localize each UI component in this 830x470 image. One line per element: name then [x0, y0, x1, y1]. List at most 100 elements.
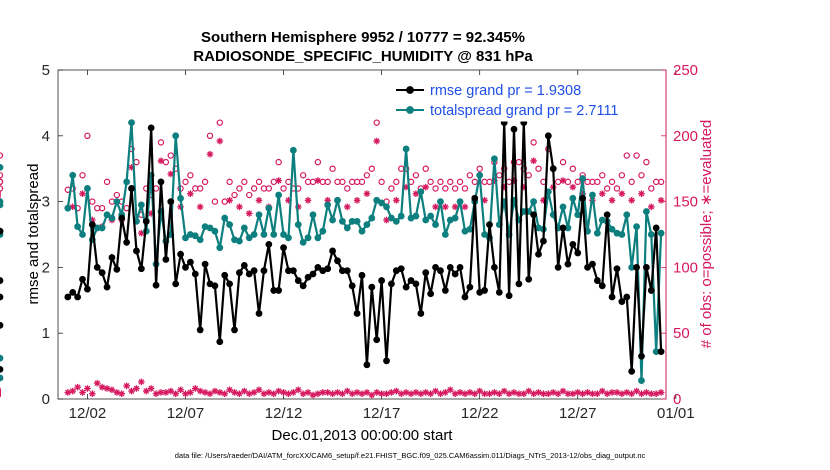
obs-evaluated-point [412, 389, 420, 396]
rmse-point [294, 277, 302, 284]
y-right-tick-label: 250 [673, 62, 698, 79]
obs-possible-point [461, 185, 469, 192]
obs-evaluated-point [270, 390, 278, 398]
rmse-point [495, 289, 503, 296]
asterisk-stroke [187, 190, 194, 197]
totalspread-point [103, 211, 111, 219]
obs-evaluated-point [285, 390, 292, 398]
obs-evaluated-point [618, 390, 626, 398]
obs-possible-point [196, 185, 204, 192]
asterisk-stroke [334, 389, 341, 396]
obs-possible-point [657, 178, 665, 186]
totalspread-point [574, 211, 582, 219]
asterisk-stroke [123, 383, 130, 389]
totalspread-point [299, 238, 307, 246]
totalspread-point [363, 221, 371, 229]
obs-evaluated-upper-point [628, 196, 635, 204]
obs-possible-point [451, 185, 459, 192]
rmse-point [142, 217, 150, 225]
y-left-tick-label: 1 [42, 325, 50, 342]
obs-possible-point [608, 178, 616, 186]
totalspread-point [182, 234, 189, 242]
obs-possible-point [437, 178, 444, 186]
totalspread-point [304, 234, 312, 242]
totalspread-point [437, 198, 444, 206]
rmse-point [84, 285, 91, 293]
obs-possible-point [0, 172, 4, 179]
asterisk-stroke [628, 390, 635, 397]
totalspread-point [216, 244, 224, 252]
totalspread-point [137, 201, 145, 209]
asterisk-stroke [153, 390, 159, 397]
asterisk-stroke [481, 390, 488, 397]
obs-evaluated-point [314, 390, 322, 398]
obs-evaluated-point [388, 389, 395, 396]
rmse-point [383, 357, 390, 365]
asterisk-stroke [525, 388, 532, 394]
asterisk-stroke [315, 390, 321, 397]
obs-evaluated-point [69, 387, 77, 395]
rmse-point [177, 250, 184, 258]
asterisk-stroke [427, 390, 434, 397]
asterisk-stroke [158, 158, 164, 164]
rmse-point [608, 293, 616, 301]
obs-possible-point [162, 158, 170, 166]
obs-evaluated-point [343, 387, 351, 395]
obs-evaluated-point [221, 390, 229, 398]
obs-evaluated-point [339, 390, 346, 398]
asterisk-stroke [187, 389, 194, 396]
obs-evaluated-upper-point [559, 177, 567, 184]
asterisk-stroke [143, 388, 150, 394]
totalspread-point [74, 223, 82, 231]
obs-evaluated-point [579, 390, 586, 398]
obs-evaluated-point [500, 387, 508, 395]
asterisk-stroke [104, 385, 110, 392]
asterisk-stroke [442, 389, 449, 396]
asterisk-stroke [226, 197, 233, 204]
rmse-point [525, 275, 533, 283]
asterisk-stroke [315, 177, 321, 184]
asterisk-stroke [182, 390, 189, 397]
series [0, 119, 665, 399]
asterisk-stroke [496, 390, 503, 397]
asterisk-stroke [118, 390, 125, 397]
obs-evaluated-point [446, 386, 454, 394]
obs-evaluated-upper-point [79, 190, 86, 198]
obs-possible-point [559, 158, 567, 166]
rmse-point [554, 264, 562, 271]
rmse-point [162, 256, 170, 263]
totalspread-point [275, 191, 283, 199]
obs-evaluated-point [491, 389, 498, 396]
x-tick-label: 12/22 [461, 405, 499, 422]
totalspread-point [69, 171, 77, 179]
obs-possible-point [84, 132, 91, 139]
asterisk-stroke [511, 389, 517, 396]
asterisk-stroke [535, 389, 542, 396]
totalspread-point [0, 163, 4, 171]
obs-evaluated-point [226, 386, 233, 394]
rmse-point [0, 227, 4, 235]
obs-evaluated-point [98, 383, 106, 391]
asterisk-stroke [266, 389, 272, 396]
rmse-point [182, 264, 189, 271]
asterisk-stroke [574, 389, 581, 396]
asterisk-stroke [99, 384, 105, 390]
rmse-point [422, 269, 430, 277]
obs-possible-point [314, 158, 322, 166]
obs-evaluated-point [397, 390, 405, 398]
totalspread-point [314, 234, 322, 242]
rmse-point [211, 282, 219, 290]
asterisk-stroke [393, 197, 400, 204]
rmse-point [79, 275, 86, 283]
asterisk-stroke [432, 388, 439, 394]
rmse-point [540, 237, 547, 245]
obs-evaluated-point [319, 389, 327, 396]
rmse-point [196, 326, 204, 334]
totalspread-point [265, 204, 273, 212]
totalspread-point [240, 224, 248, 232]
totalspread-point [476, 171, 484, 179]
rmse-point [417, 310, 425, 317]
obs-possible-point [476, 165, 483, 172]
totalspread-point [191, 232, 199, 240]
asterisk-stroke [530, 390, 537, 397]
